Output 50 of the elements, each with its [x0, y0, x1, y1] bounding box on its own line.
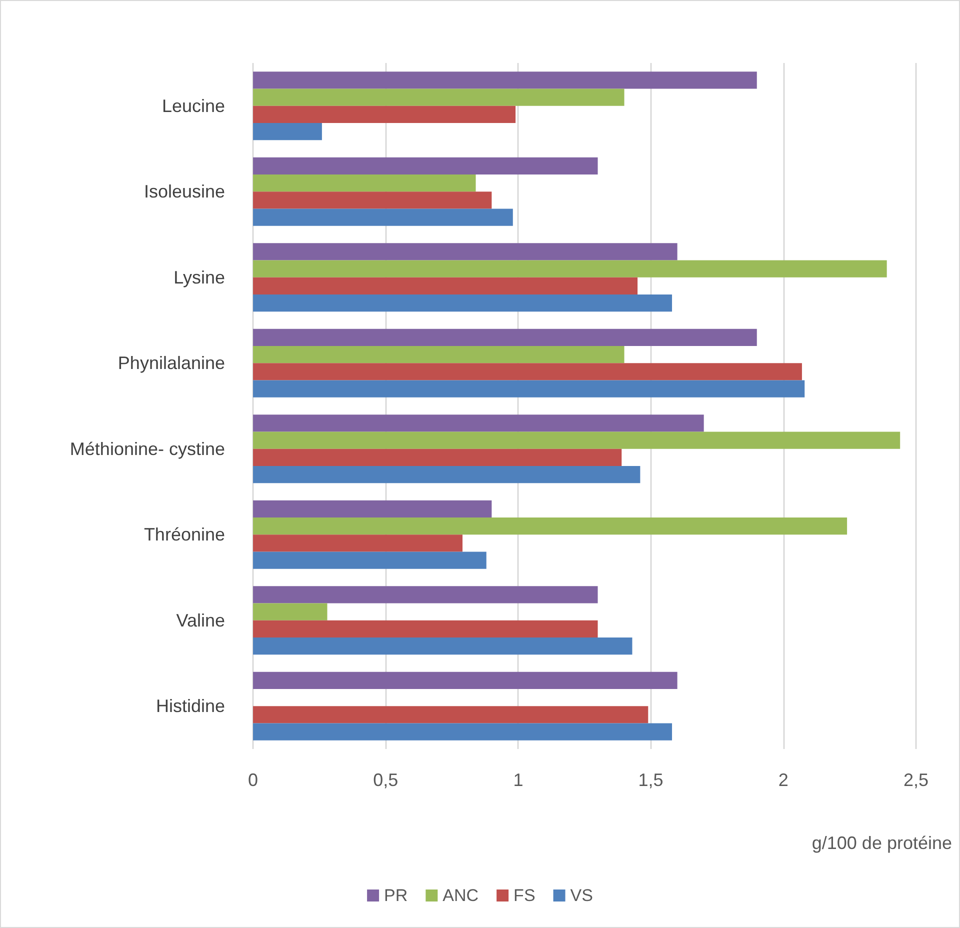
x-tick-label: 1,5 — [638, 770, 664, 790]
x-tick-label: 0 — [248, 770, 258, 790]
bar — [253, 638, 632, 655]
bar — [253, 106, 516, 124]
x-tick-label: 0,5 — [373, 770, 398, 790]
bar — [253, 500, 492, 518]
bar — [253, 260, 887, 278]
bar — [253, 448, 622, 466]
bar — [253, 328, 757, 346]
bar — [253, 363, 802, 380]
y-tick-label: Leucine — [162, 96, 225, 116]
legend-label: FS — [514, 886, 536, 905]
bar — [253, 723, 672, 740]
bar — [253, 603, 328, 620]
legend-label: ANC — [442, 886, 479, 905]
y-tick-label: Isoleusine — [144, 182, 225, 202]
x-tick-label: 2 — [778, 770, 788, 790]
bar — [253, 706, 648, 724]
y-tick-label: Thréonine — [144, 524, 225, 545]
bar — [253, 88, 624, 106]
bar — [253, 72, 757, 89]
bar — [253, 294, 672, 312]
bar — [253, 432, 900, 449]
bar — [253, 208, 513, 226]
bar — [253, 174, 476, 192]
x-tick-label: 2,5 — [903, 770, 929, 790]
bar — [253, 346, 624, 364]
bar — [253, 517, 848, 535]
y-tick-label: Valine — [176, 610, 225, 630]
bar — [253, 123, 322, 140]
y-tick-label: Lysine — [174, 267, 225, 288]
y-tick-label: Méthionine- cystine — [70, 438, 225, 459]
y-tick-label: Phynilalanine — [118, 353, 225, 374]
bar — [253, 414, 704, 432]
bar — [253, 620, 598, 638]
bar — [253, 277, 638, 295]
y-tick-label: Histidine — [156, 696, 225, 716]
bar — [253, 380, 805, 398]
bar — [253, 672, 678, 689]
bar — [253, 157, 598, 174]
legend-label: PR — [384, 886, 408, 905]
bar — [253, 552, 486, 569]
x-tick-label: 1 — [513, 770, 524, 790]
x-axis-title: g/100 de protéine — [812, 833, 952, 853]
bar — [253, 534, 463, 552]
bar — [253, 243, 678, 260]
bar — [253, 586, 598, 604]
bar — [253, 192, 492, 209]
legend-label: VS — [570, 886, 593, 905]
bar — [253, 466, 640, 484]
